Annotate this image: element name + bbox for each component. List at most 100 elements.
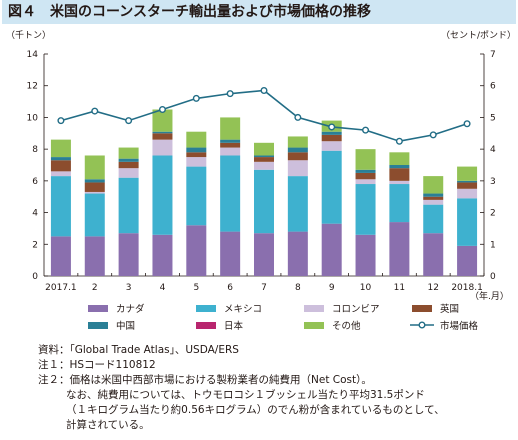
chart-title: 図４ 米国のコーンスターチ輸出量および市場価格の推移 <box>2 0 516 24</box>
price-point <box>91 107 99 115</box>
bar-segment <box>186 225 207 276</box>
y2-tick-label: 2 <box>490 209 496 219</box>
bar-segment <box>84 191 105 194</box>
note-2-line-2: なお、純費用については、トウモロコシ１ブッシェル当たり平均31.5ポンド <box>66 389 425 401</box>
y-tick-label: 8 <box>32 145 38 155</box>
bar-segment <box>254 169 274 234</box>
bar-segment <box>118 161 139 169</box>
x-tick-label: 2017.1 <box>45 283 77 293</box>
note-2-line-1: 注２：価格は米国中西部市場における製粉業者の純費用（Net Cost）。 <box>38 374 372 386</box>
bar-segment <box>84 193 105 237</box>
legend-label: コロンビア <box>332 304 380 315</box>
legend-swatch-marker <box>418 321 426 329</box>
bar-segment <box>186 131 207 148</box>
bar-segment <box>152 139 173 156</box>
x-tick-label: 7 <box>261 283 267 293</box>
right-axis-unit: （セント/ポンド） <box>441 30 516 41</box>
bar-segment <box>84 182 105 192</box>
note-2-line-4: 計算されている。 <box>66 419 150 431</box>
bar-segment <box>152 133 173 140</box>
x-tick-label: 4 <box>160 283 166 293</box>
bar-segment <box>152 155 173 235</box>
bar-segment <box>186 147 207 153</box>
bar-segment <box>287 147 308 153</box>
legend-swatch <box>196 305 216 312</box>
bar-segment <box>423 196 444 200</box>
bar-segment <box>389 180 410 185</box>
y-tick-label: 6 <box>32 177 38 187</box>
price-point <box>158 105 166 113</box>
price-point <box>463 120 471 128</box>
bar-segment <box>457 182 478 189</box>
legend-label: 日本 <box>224 320 244 332</box>
bar-segment <box>254 142 274 156</box>
source-note: 資料：「Global Trade Atlas」、USDA/ERS <box>38 344 239 356</box>
y-tick-label: 0 <box>32 272 38 282</box>
bar-segment <box>355 172 376 180</box>
x-tick-label: 11 <box>394 283 405 293</box>
x-tick-label: 3 <box>126 283 132 293</box>
x-tick-label: 2 <box>92 283 98 293</box>
legend-swatch <box>88 305 108 312</box>
price-point <box>429 131 437 139</box>
legend-label: 市場価格 <box>440 320 479 332</box>
bar-segment <box>321 150 342 224</box>
bar-segment <box>186 157 207 167</box>
bar-segment <box>220 147 241 156</box>
price-point <box>362 126 370 134</box>
price-line <box>60 89 468 143</box>
bar-segment <box>50 160 71 172</box>
chart: （千トン） （セント/ポンド） （年.月） 024681012140123456… <box>6 30 516 332</box>
price-point <box>260 86 268 94</box>
bar-segment <box>457 166 478 181</box>
legend-label: カナダ <box>116 303 145 315</box>
bar-segment <box>321 134 342 142</box>
y-tick-label: 10 <box>27 113 39 123</box>
bar-segment <box>423 233 444 276</box>
bar-segment <box>389 222 410 276</box>
bar-segment <box>355 184 376 235</box>
note-2-line-3: （１キログラム当たり約0.56キログラム）のでん粉が含まれているものとして、 <box>66 404 445 416</box>
bar-segment <box>118 168 139 178</box>
price-point <box>125 117 133 125</box>
bar-segment <box>321 131 342 135</box>
bar-segment <box>321 223 342 276</box>
legend-label: 中国 <box>116 320 135 332</box>
x-tick-label: 10 <box>360 283 372 293</box>
bar-segment <box>287 136 308 148</box>
price-point <box>328 123 336 131</box>
bar-segment <box>220 231 241 276</box>
bar-segment <box>186 152 207 158</box>
bar-segment <box>423 199 444 205</box>
bar-segment <box>84 179 105 183</box>
bar-segment <box>50 176 71 237</box>
legend-swatch <box>304 305 324 312</box>
bar-segment <box>118 147 139 159</box>
y2-tick-label: 1 <box>490 240 496 250</box>
x-tick-label: 5 <box>193 283 199 293</box>
notes: 資料：「Global Trade Atlas」、USDA/ERS 注１：HSコー… <box>38 343 514 433</box>
bar-segment <box>389 168 410 181</box>
bar-segment <box>152 109 173 132</box>
x-tick-label: 6 <box>227 283 233 293</box>
y2-tick-label: 0 <box>490 272 496 282</box>
bar-segment <box>355 179 376 185</box>
bar-segment <box>254 233 274 276</box>
y2-tick-label: 4 <box>490 145 496 155</box>
price-point <box>395 137 403 145</box>
bar-segment <box>287 231 308 276</box>
y-tick-label: 4 <box>32 209 38 219</box>
legend-swatch <box>88 322 108 329</box>
legend-label: メキシコ <box>224 304 262 315</box>
bar-segment <box>389 184 410 223</box>
bar-segment <box>254 155 274 158</box>
y-tick-label: 12 <box>27 82 38 92</box>
bar-segment <box>50 171 71 177</box>
bar-segment <box>50 139 71 158</box>
note-1: 注１：HSコード110812 <box>38 359 156 371</box>
price-point <box>192 94 200 102</box>
y2-tick-label: 5 <box>490 113 496 123</box>
legend-swatch <box>196 322 216 329</box>
bar-segment <box>84 155 105 180</box>
